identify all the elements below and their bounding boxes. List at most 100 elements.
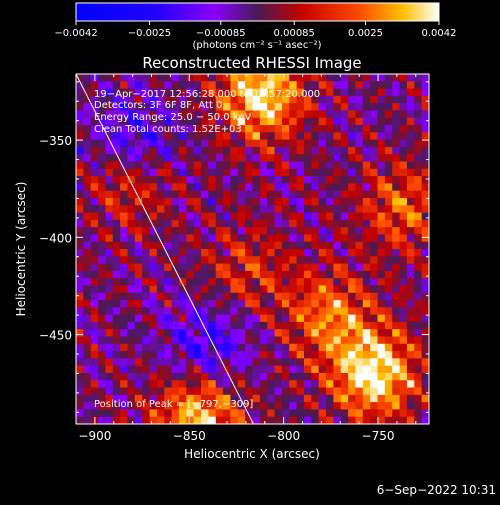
heatmap-cell [164, 219, 173, 228]
heatmap-cell [267, 212, 276, 221]
heatmap-cell [281, 95, 290, 104]
heatmap-cell [230, 321, 239, 330]
heatmap-cell [127, 227, 136, 236]
heatmap-cell [112, 125, 121, 133]
heatmap-cell [156, 292, 165, 301]
heatmap-cell [303, 132, 312, 141]
heatmap-cell [171, 416, 180, 424]
heatmap-cell [105, 285, 114, 294]
heatmap-cell [274, 292, 283, 301]
heatmap-cell [333, 241, 342, 250]
heatmap-cell [215, 394, 224, 403]
heatmap-cell [384, 74, 393, 82]
heatmap-cell [120, 234, 129, 243]
heatmap-cell [311, 154, 320, 163]
heatmap-cell [142, 205, 151, 214]
heatmap-cell [303, 176, 312, 184]
heatmap-cell [178, 81, 187, 90]
heatmap-cell [267, 241, 276, 250]
heatmap-cell [392, 358, 401, 367]
heatmap-cell [377, 110, 386, 119]
heatmap-cell [303, 125, 312, 133]
heatmap-cell [149, 278, 158, 287]
heatmap-cell [414, 197, 423, 206]
heatmap-cell [178, 74, 187, 82]
heatmap-cell [340, 336, 349, 345]
heatmap-cell [237, 176, 246, 184]
heatmap-cell [326, 234, 334, 243]
heatmap-cell [215, 402, 224, 411]
heatmap-cell [164, 380, 173, 389]
heatmap-cell [245, 227, 254, 236]
heatmap-cell [76, 256, 84, 265]
heatmap-cell [76, 132, 84, 141]
heatmap-cell [201, 95, 209, 104]
heatmap-cell [171, 197, 180, 206]
heatmap-cell [76, 154, 84, 163]
heatmap-cell [142, 278, 151, 287]
heatmap-cell [164, 300, 173, 308]
heatmap-cell [178, 183, 187, 192]
heatmap-cell [156, 402, 165, 411]
heatmap-cell [201, 270, 209, 279]
heatmap-cell [215, 387, 224, 396]
heatmap-cell [274, 219, 283, 228]
heatmap-cell [392, 197, 401, 206]
heatmap-cell [370, 278, 379, 287]
heatmap-cell [98, 285, 107, 294]
heatmap-cell [201, 285, 209, 294]
heatmap-cell [237, 117, 246, 126]
heatmap-cell [362, 358, 371, 367]
heatmap-cell [296, 292, 305, 301]
heatmap-cell [296, 387, 305, 396]
heatmap-cell [120, 132, 129, 141]
heatmap-cell [399, 300, 408, 308]
heatmap-cell [142, 292, 151, 301]
heatmap-cell [193, 314, 202, 323]
heatmap-cell [259, 402, 268, 411]
heatmap-cell [223, 365, 232, 374]
heatmap-cell [333, 402, 342, 411]
heatmap-cell [281, 197, 290, 206]
heatmap-cell [83, 380, 92, 389]
heatmap-cell [186, 351, 195, 359]
heatmap-cell [193, 387, 202, 396]
heatmap-cell [311, 358, 320, 367]
heatmap-cell [311, 219, 320, 228]
heatmap-cell [83, 190, 92, 199]
heatmap-cell [259, 249, 268, 257]
heatmap-cell [142, 219, 151, 228]
heatmap-cell [259, 329, 268, 338]
heatmap-cell [370, 416, 379, 424]
heatmap-cell [112, 168, 121, 177]
heatmap-cell [399, 95, 408, 104]
heatmap-cell [355, 343, 364, 352]
heatmap-cell [333, 372, 342, 381]
heatmap-cell [90, 241, 99, 250]
heatmap-cell [112, 139, 121, 148]
heatmap-cell [289, 307, 298, 316]
heatmap-cell [362, 205, 371, 214]
heatmap-cell [223, 358, 232, 367]
heatmap-cell [311, 321, 320, 330]
y-axis-label: Heliocentric Y (arcsec) [14, 182, 28, 317]
heatmap-cell [134, 351, 143, 359]
heatmap-cell [156, 270, 165, 279]
heatmap-cell [134, 183, 143, 192]
heatmap-cell [421, 176, 429, 184]
heatmap-cell [384, 132, 393, 141]
heatmap-cell [259, 241, 268, 250]
heatmap-cell [392, 139, 401, 148]
heatmap-cell [76, 380, 84, 389]
heatmap-cell [318, 249, 327, 257]
heatmap-cell [223, 409, 232, 418]
heatmap-cell [208, 110, 217, 119]
heatmap-cell [186, 380, 195, 389]
heatmap-cell [303, 372, 312, 381]
heatmap-cell [156, 321, 165, 330]
heatmap-cell [142, 365, 151, 374]
heatmap-cell [83, 256, 92, 265]
heatmap-cell [274, 249, 283, 257]
heatmap-cell [178, 249, 187, 257]
heatmap-cell [178, 117, 187, 126]
